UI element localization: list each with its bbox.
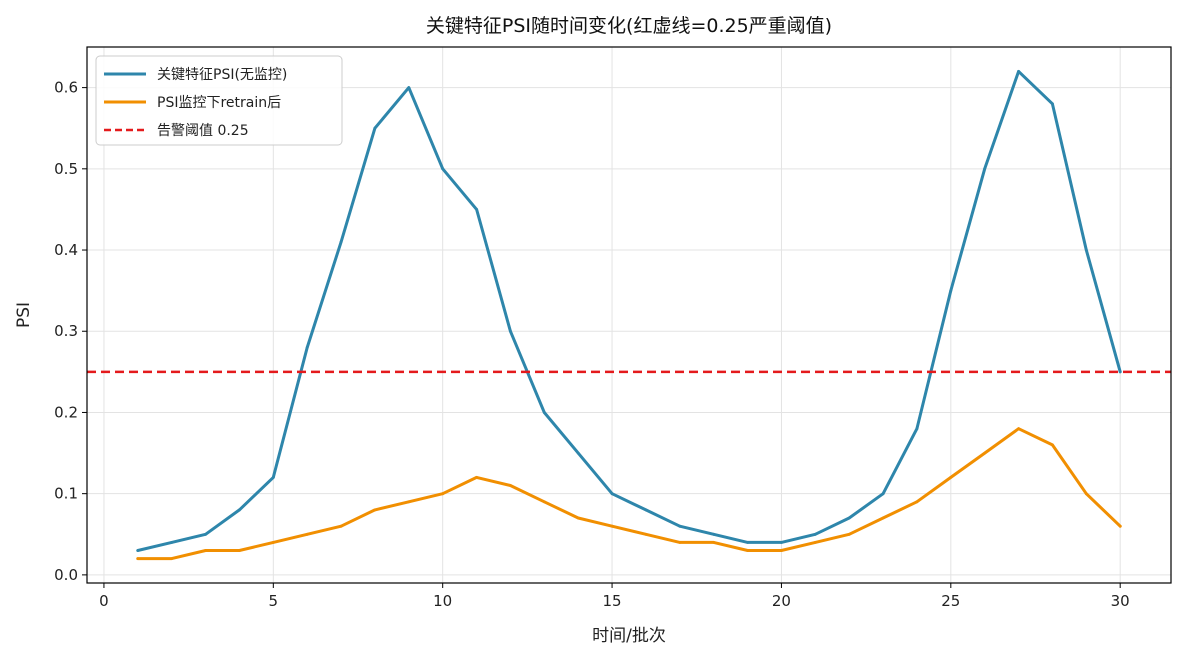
series-2-point xyxy=(847,532,851,536)
series-1-point xyxy=(780,541,783,544)
series-1-point xyxy=(712,532,716,536)
y-tick-label: 0.3 xyxy=(54,322,78,340)
legend-label-series-2: PSI监控下retrain后 xyxy=(157,95,281,111)
series-1-point xyxy=(1084,248,1088,252)
grid-layer xyxy=(87,47,1171,583)
series-line-2 xyxy=(136,427,1122,561)
x-tick-label: 5 xyxy=(269,592,279,610)
series-2-point xyxy=(339,524,343,528)
series-1-point xyxy=(813,532,817,536)
series-2-point xyxy=(204,549,208,552)
x-tick-label: 25 xyxy=(941,592,960,610)
series-2-point xyxy=(881,516,885,520)
x-axis-label: 时间/批次 xyxy=(592,626,666,646)
series-1-point xyxy=(678,524,682,528)
series-layer xyxy=(87,69,1171,561)
series-2-point xyxy=(542,500,546,504)
series-2-point xyxy=(136,557,140,560)
series-2-point xyxy=(813,541,817,544)
y-tick-label: 0.0 xyxy=(54,566,78,584)
series-1-point xyxy=(136,549,140,552)
series-2-point xyxy=(373,508,377,512)
plot-frame xyxy=(86,46,1172,584)
y-tick-label: 0.1 xyxy=(54,485,78,503)
series-1-point xyxy=(949,289,953,292)
series-2-point xyxy=(644,532,648,536)
y-tick-label: 0.2 xyxy=(54,403,78,421)
series-2-point xyxy=(949,476,953,479)
series-2-point xyxy=(238,549,241,552)
x-tick-label: 10 xyxy=(433,592,452,610)
series-2-point xyxy=(983,451,987,455)
series-1-point xyxy=(271,476,275,479)
chart-title: 关键特征PSI随时间变化(红虚线=0.25严重阈值) xyxy=(426,15,832,37)
series-2-point xyxy=(610,524,614,528)
series-2-point xyxy=(746,549,749,552)
series-1-point xyxy=(204,532,208,536)
series-1-point xyxy=(1051,102,1054,106)
series-2-point xyxy=(1051,443,1054,447)
series-1-point xyxy=(542,411,546,414)
series-1-point xyxy=(915,427,919,431)
series-1-point xyxy=(238,508,241,512)
series-1-point xyxy=(746,541,749,544)
series-1-point xyxy=(441,167,445,171)
series-1-point xyxy=(983,167,987,171)
series-2-point xyxy=(712,541,716,544)
y-tick-label: 0.5 xyxy=(54,160,78,178)
legend-label-series-1: 关键特征PSI(无监控) xyxy=(157,67,287,83)
series-2-point xyxy=(441,492,445,496)
series-1-point xyxy=(1118,370,1122,374)
x-tick-label: 0 xyxy=(99,592,109,610)
series-2-point xyxy=(509,484,512,487)
series-2-point xyxy=(305,532,309,536)
series-2-point xyxy=(915,500,919,504)
series-2-point xyxy=(1017,427,1020,431)
series-1-point xyxy=(339,240,343,244)
series-2-point xyxy=(271,541,275,544)
series-2-point xyxy=(475,476,478,479)
series-1-point xyxy=(644,508,648,512)
series-1-point xyxy=(509,329,512,333)
series-1-point xyxy=(610,492,614,496)
series-1-point xyxy=(1017,70,1020,73)
series-1-point xyxy=(170,541,174,544)
series-2-point xyxy=(1118,524,1122,528)
y-tick-label: 0.6 xyxy=(54,79,78,97)
x-tick-label: 20 xyxy=(772,592,791,610)
legend-label-threshold: 告警阈值 0.25 xyxy=(157,123,249,139)
series-1-point xyxy=(475,208,478,211)
series-2-point xyxy=(576,516,580,520)
x-tick-label: 30 xyxy=(1111,592,1130,610)
series-1-point xyxy=(576,451,580,455)
series-line-1 xyxy=(136,69,1122,552)
y-tick-label: 0.4 xyxy=(54,241,78,259)
series-1-point xyxy=(847,516,851,520)
x-tick-label: 15 xyxy=(603,592,622,610)
series-1-point xyxy=(407,86,411,89)
series-2-point xyxy=(407,500,411,504)
y-axis-label: PSI xyxy=(14,302,34,328)
series-2-point xyxy=(678,541,682,544)
series-1-point xyxy=(881,492,885,496)
ticks-layer: 0 5 10 15 20 25 30 0.0 0.1 0.2 0.3 0.4 0.5 0.6 xyxy=(54,79,1130,610)
series-2-point xyxy=(1084,492,1088,496)
legend: 关键特征PSI(无监控) PSI监控下retrain后 告警阈值 0.25 xyxy=(95,55,343,146)
legend-box xyxy=(95,55,343,146)
series-2-point xyxy=(170,557,174,560)
series-1-point xyxy=(305,346,309,349)
series-1-point xyxy=(373,126,377,130)
series-2-point xyxy=(780,549,783,552)
